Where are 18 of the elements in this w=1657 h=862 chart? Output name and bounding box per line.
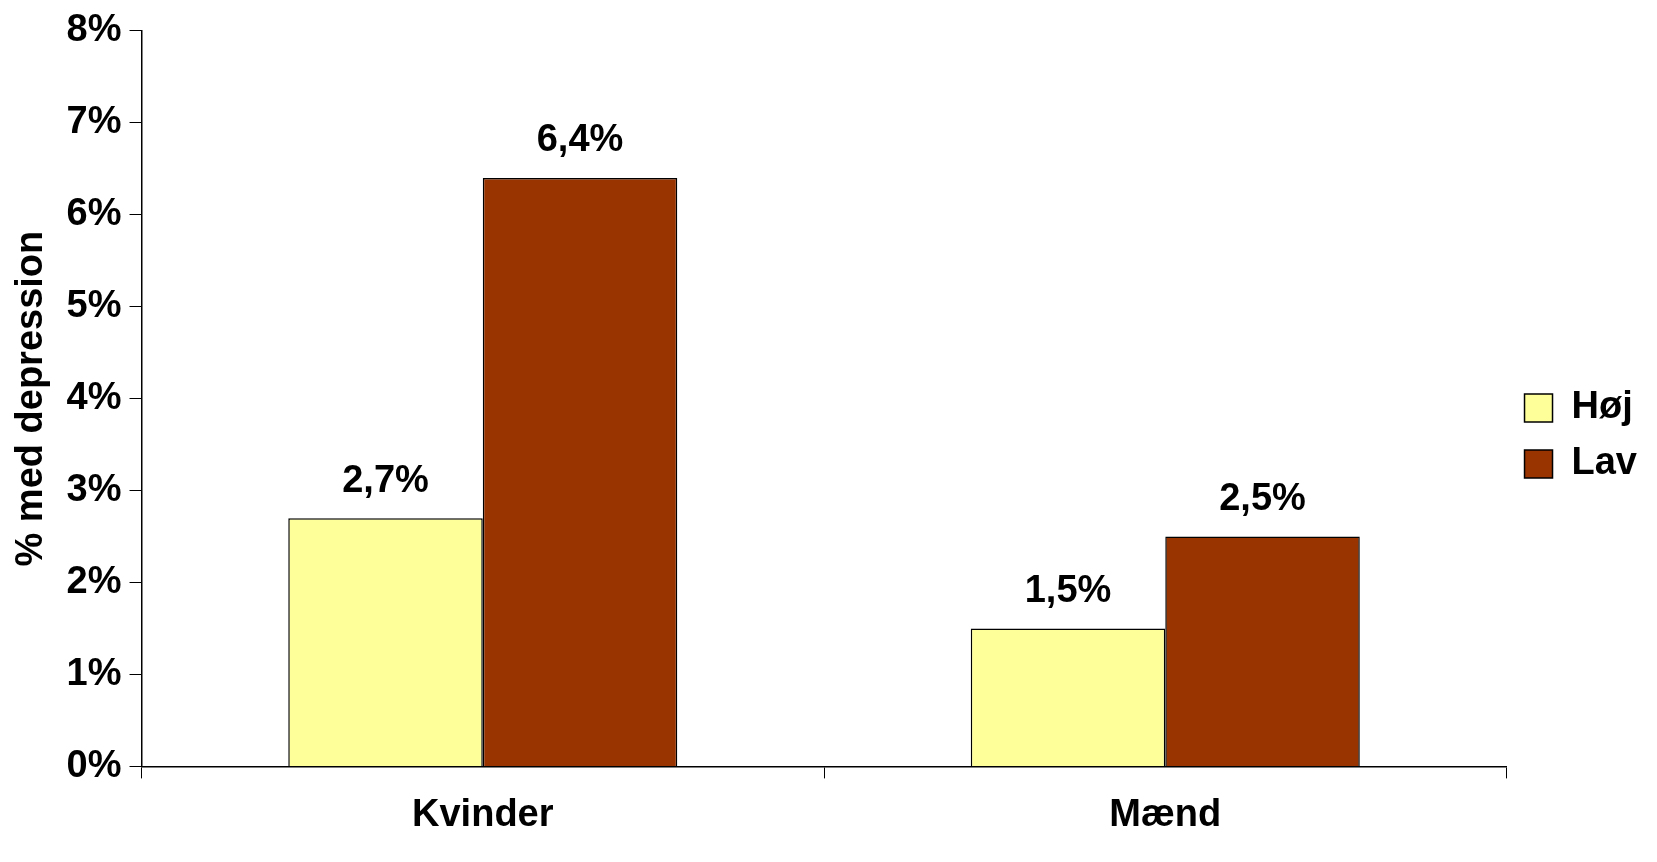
y-tick-label: 4% — [66, 375, 122, 418]
y-tick-label: 3% — [66, 467, 122, 510]
y-tick-label: 2% — [66, 558, 122, 601]
data-label: 6,4% — [536, 117, 624, 160]
data-label: 1,5% — [1024, 567, 1112, 610]
x-tick-label: Mænd — [1109, 791, 1222, 834]
y-axis-title: % med depression — [8, 230, 51, 567]
y-tick-label: 0% — [66, 742, 122, 785]
x-tick-label: Kvinder — [412, 791, 554, 834]
y-tick-label: 5% — [66, 283, 122, 326]
data-label: 2,7% — [342, 457, 429, 500]
y-tick-label: 6% — [66, 191, 122, 234]
legend-label: Lav — [1571, 440, 1637, 483]
y-tick-label: 7% — [66, 99, 122, 142]
data-label: 2,5% — [1219, 476, 1306, 519]
legend-label: Høj — [1571, 384, 1633, 427]
y-tick-label: 8% — [66, 7, 122, 50]
y-tick-label: 1% — [66, 650, 122, 693]
